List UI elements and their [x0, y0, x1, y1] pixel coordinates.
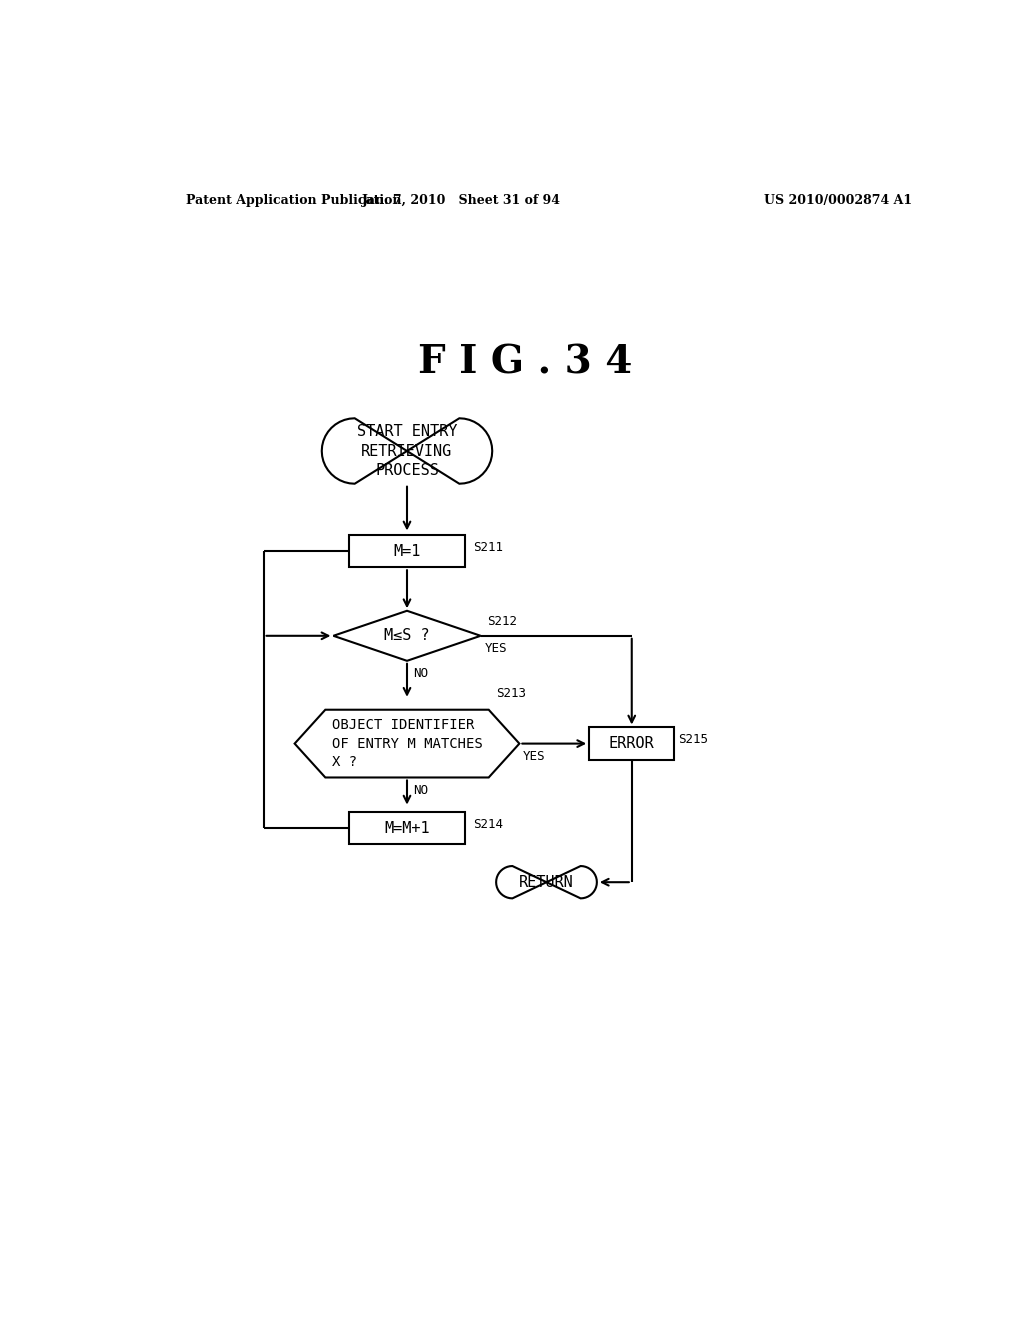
- Text: S213: S213: [496, 688, 526, 701]
- Text: US 2010/0002874 A1: US 2010/0002874 A1: [764, 194, 911, 207]
- Text: OBJECT IDENTIFIER
OF ENTRY M MATCHES
X ?: OBJECT IDENTIFIER OF ENTRY M MATCHES X ?: [332, 718, 482, 770]
- Text: S212: S212: [486, 615, 517, 628]
- Text: YES: YES: [523, 750, 546, 763]
- Polygon shape: [334, 611, 480, 661]
- Text: Jan. 7, 2010   Sheet 31 of 94: Jan. 7, 2010 Sheet 31 of 94: [361, 194, 561, 207]
- Text: S211: S211: [473, 541, 503, 554]
- PathPatch shape: [322, 418, 493, 483]
- Text: NO: NO: [414, 784, 428, 797]
- Text: M=1: M=1: [393, 544, 421, 558]
- Bar: [349, 535, 465, 568]
- Text: RETURN: RETURN: [519, 875, 573, 890]
- Text: S214: S214: [473, 818, 503, 832]
- Text: M≤S ?: M≤S ?: [384, 628, 430, 643]
- PathPatch shape: [496, 866, 597, 899]
- Bar: [349, 812, 465, 845]
- Text: Patent Application Publication: Patent Application Publication: [186, 194, 401, 207]
- Text: START ENTRY
RETRIEVING
PROCESS: START ENTRY RETRIEVING PROCESS: [356, 424, 457, 478]
- Text: NO: NO: [414, 667, 428, 680]
- Text: S215: S215: [678, 733, 709, 746]
- Bar: [589, 727, 675, 760]
- Text: M=M+1: M=M+1: [384, 821, 430, 836]
- Text: F I G . 3 4: F I G . 3 4: [418, 343, 632, 381]
- Text: YES: YES: [484, 642, 507, 655]
- Text: ERROR: ERROR: [609, 737, 654, 751]
- Polygon shape: [295, 710, 519, 777]
